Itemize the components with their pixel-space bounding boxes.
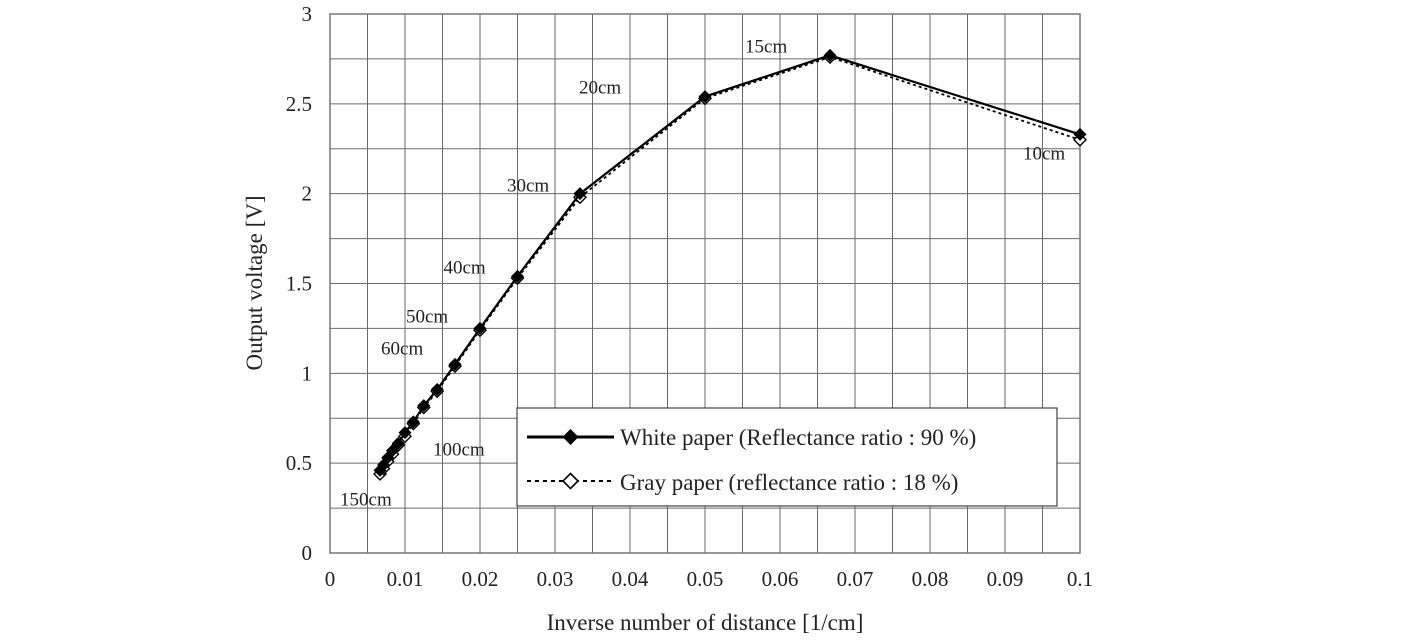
x-tick-label: 0.07 bbox=[837, 567, 874, 591]
y-tick-label: 3 bbox=[302, 2, 313, 26]
y-tick-label: 1.5 bbox=[286, 272, 312, 296]
y-tick-label: 2.5 bbox=[286, 92, 312, 116]
y-tick-label: 1 bbox=[302, 361, 313, 385]
y-axis-title: Output voltage [V] bbox=[242, 195, 267, 370]
x-tick-label: 0.05 bbox=[687, 567, 724, 591]
x-tick-label: 0 bbox=[325, 567, 336, 591]
plot-frame bbox=[329, 13, 1081, 554]
distance-annotation: 60cm bbox=[381, 338, 423, 359]
white-paper-point bbox=[823, 48, 837, 62]
distance-annotation: 30cm bbox=[507, 176, 549, 197]
white-paper-point bbox=[430, 383, 444, 397]
distance-annotation: 150cm bbox=[340, 489, 392, 510]
y-tick-label: 0.5 bbox=[286, 451, 312, 475]
x-tick-label: 0.1 bbox=[1067, 567, 1093, 591]
y-tick-label: 0 bbox=[302, 541, 313, 565]
x-tick-label: 0.02 bbox=[462, 567, 499, 591]
legend-marker-gray-paper bbox=[561, 472, 580, 490]
white-paper-point bbox=[1073, 127, 1087, 141]
white-paper-point bbox=[698, 90, 712, 104]
x-axis-title: Inverse number of distance [1/cm] bbox=[547, 610, 864, 635]
white-paper-point bbox=[417, 399, 431, 413]
white-paper-point bbox=[473, 321, 487, 335]
white-paper-point bbox=[511, 269, 524, 283]
legend: White paper (Reflectance ratio : 90 %) G… bbox=[516, 407, 1058, 507]
series-layer bbox=[373, 48, 1087, 481]
x-tick-label: 0.04 bbox=[612, 567, 649, 591]
white-paper-point bbox=[406, 415, 420, 429]
white-paper-point bbox=[398, 426, 412, 440]
annotations: 150cm 100cm 60cm 50cm 40cm 30cm 20cm 15cm 10cm bbox=[340, 36, 1065, 510]
white-paper-point bbox=[448, 357, 462, 371]
distance-annotation: 100cm bbox=[433, 440, 485, 461]
x-tick-label: 0.09 bbox=[987, 567, 1024, 591]
y-tick-labels: 0 0.5 1 1.5 2 2.5 3 bbox=[286, 2, 312, 565]
distance-annotation: 40cm bbox=[444, 257, 486, 278]
white-paper-point bbox=[573, 187, 587, 201]
legend-marker-white-paper bbox=[562, 429, 579, 445]
distance-annotation: 10cm bbox=[1023, 143, 1065, 164]
x-tick-label: 0.03 bbox=[537, 567, 574, 591]
legend-label-gray-paper: Gray paper (reflectance ratio : 18 %) bbox=[620, 470, 958, 495]
x-tick-labels: 0 0.01 0.02 0.03 0.04 0.05 0.06 0.07 0.08 0.09 0.1 bbox=[325, 567, 1093, 591]
x-tick-label: 0.01 bbox=[387, 567, 424, 591]
distance-annotation: 15cm bbox=[745, 36, 787, 57]
distance-annotation: 50cm bbox=[406, 306, 448, 327]
x-tick-label: 0.08 bbox=[912, 567, 949, 591]
y-tick-label: 2 bbox=[302, 182, 313, 206]
distance-annotation: 20cm bbox=[579, 78, 621, 99]
x-tick-label: 0.06 bbox=[762, 567, 799, 591]
legend-box bbox=[516, 407, 1058, 507]
white-paper-point bbox=[391, 436, 405, 450]
legend-label-white-paper: White paper (Reflectance ratio : 90 %) bbox=[620, 425, 976, 450]
